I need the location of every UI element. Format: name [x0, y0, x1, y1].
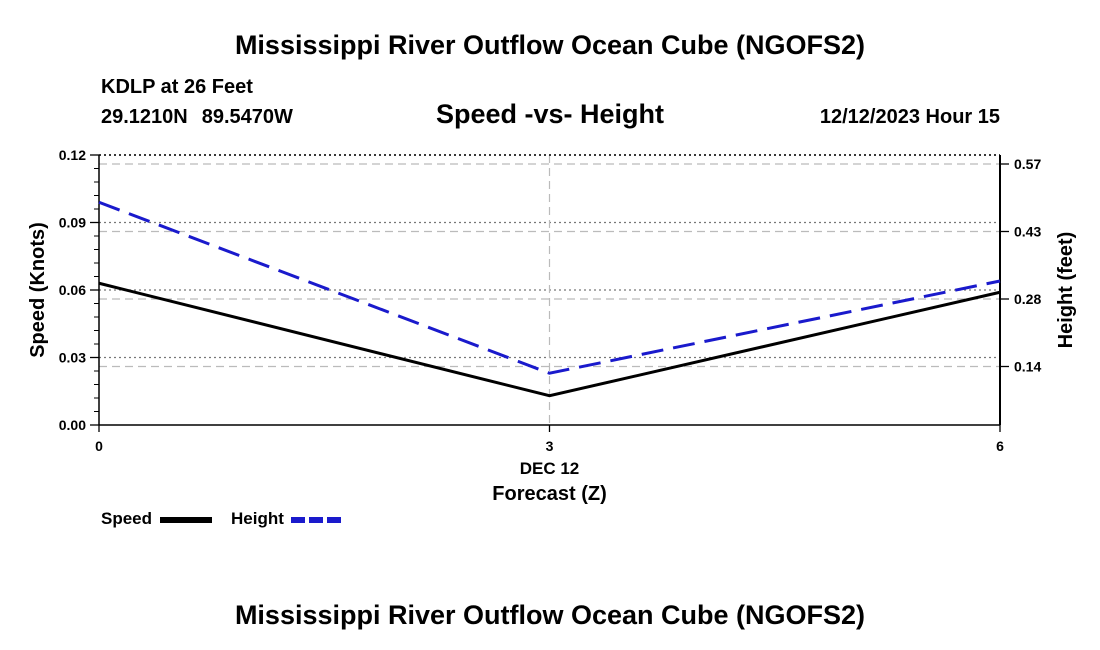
y-axis-label: Speed (Knots) — [27, 222, 49, 358]
x-tick-label-0: 0 — [95, 438, 103, 454]
y-tick-label-1: 0.03 — [59, 350, 86, 366]
y2-tick-label-2: 0.43 — [1014, 224, 1041, 240]
legend-height-label: Height — [231, 509, 284, 528]
latitude: 29.1210N — [101, 106, 188, 128]
main-title: Mississippi River Outflow Ocean Cube (NG… — [234, 30, 866, 60]
y2-axis-label: Height (feet) — [1055, 232, 1077, 349]
y2-tick-label-3: 0.57 — [1014, 156, 1041, 172]
x-tick-label-2: 6 — [996, 438, 1004, 454]
legend-speed-label: Speed — [101, 509, 153, 528]
y-tick-label-0: 0.00 — [59, 417, 86, 433]
coordinates: 29.1210N 89.5470W — [101, 106, 307, 129]
y2-tick-label-1: 0.28 — [1014, 291, 1041, 307]
forecast-timestamp: 12/12/2023 Hour 15 — [819, 106, 1000, 128]
footer-title: Mississippi River Outflow Ocean Cube (NG… — [234, 600, 866, 630]
y2-tick-label-0: 0.14 — [1014, 359, 1041, 375]
y-tick-label-2: 0.06 — [59, 282, 86, 298]
y-tick-label-3: 0.09 — [59, 215, 86, 231]
x-sublabel: DEC 12 — [520, 459, 580, 478]
x-axis-label: Forecast (Z) — [492, 483, 606, 505]
y-tick-label-4: 0.12 — [59, 147, 86, 163]
legend-height: Height — [231, 509, 284, 529]
x-tick-label-1: 3 — [546, 438, 554, 454]
longitude: 89.5470W — [201, 106, 293, 128]
legend-speed: Speed — [101, 509, 152, 529]
chart-title: Speed -vs- Height — [435, 99, 665, 129]
station-label: KDLP at 26 Feet — [101, 76, 253, 98]
